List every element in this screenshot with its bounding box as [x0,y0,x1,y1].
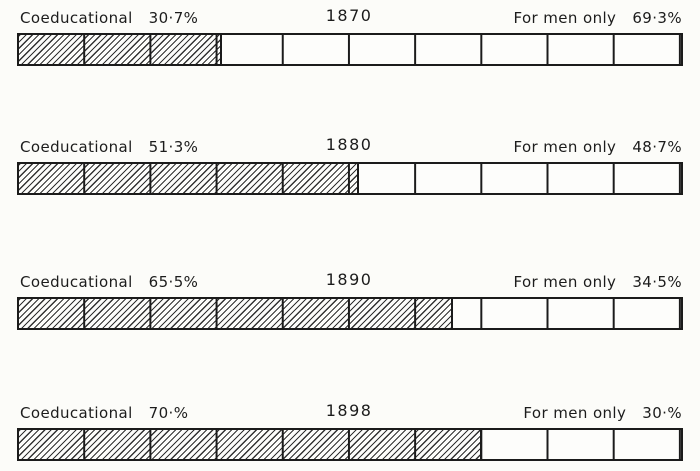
men-only-label: For men only 48·7% [513,138,682,156]
year-label: 1880 [325,135,373,154]
coeducational-label: Coeducational 70·% [20,404,188,422]
chart-row-1880: Coeducational 51·3% 1880 For men only 48·7… [17,135,683,195]
row-labels: Coeducational 30·7% 1870 For men only 69·3… [17,6,683,27]
series-name: For men only [513,273,617,291]
year-label: 1890 [325,270,373,289]
chart-row-1870: Coeducational 30·7% 1870 For men only 69·3… [17,6,683,66]
row-labels: Coeducational 65·5% 1890 For men only 34·5… [17,270,683,291]
chart-row-1890: Coeducational 65·5% 1890 For men only 34·5… [17,270,683,330]
row-labels: Coeducational 70·% 1898 For men only 30·% [17,401,683,422]
coeducational-hatched-segment [19,430,483,459]
coeducational-value: 70·% [148,404,189,422]
percentage-bar [17,33,683,66]
series-name: Coeducational [20,273,133,291]
men-only-label: For men only 69·3% [513,9,682,27]
coeducational-value: 30·7% [148,9,199,27]
coeducational-hatched-segment [19,35,223,64]
coeducational-hatched-segment [19,299,453,328]
coeducational-hatched-segment [19,164,359,193]
men-only-value: 30·% [642,404,682,422]
men-only-value: 48·7% [632,138,682,156]
coeducational-value: 51·3% [148,138,199,156]
men-only-label: For men only 34·5% [513,273,682,291]
coeducational-label: Coeducational 30·7% [20,9,198,27]
coeducational-value: 65·5% [148,273,199,291]
percentage-bar [17,162,683,195]
row-labels: Coeducational 51·3% 1880 For men only 48·7… [17,135,683,156]
coeducational-label: Coeducational 65·5% [20,273,198,291]
series-name: For men only [513,9,617,27]
year-label: 1870 [325,6,373,25]
percentage-bar [17,297,683,330]
coeducational-label: Coeducational 51·3% [20,138,198,156]
series-name: For men only [513,138,617,156]
series-name: Coeducational [20,404,133,422]
year-label: 1898 [325,401,373,420]
series-name: Coeducational [20,138,133,156]
men-only-label: For men only 30·% [523,404,682,422]
men-only-value: 69·3% [632,9,682,27]
percentage-bar [17,428,683,461]
series-name: Coeducational [20,9,133,27]
chart-row-1898: Coeducational 70·% 1898 For men only 30·% [17,401,683,461]
men-only-value: 34·5% [632,273,682,291]
series-name: For men only [523,404,627,422]
